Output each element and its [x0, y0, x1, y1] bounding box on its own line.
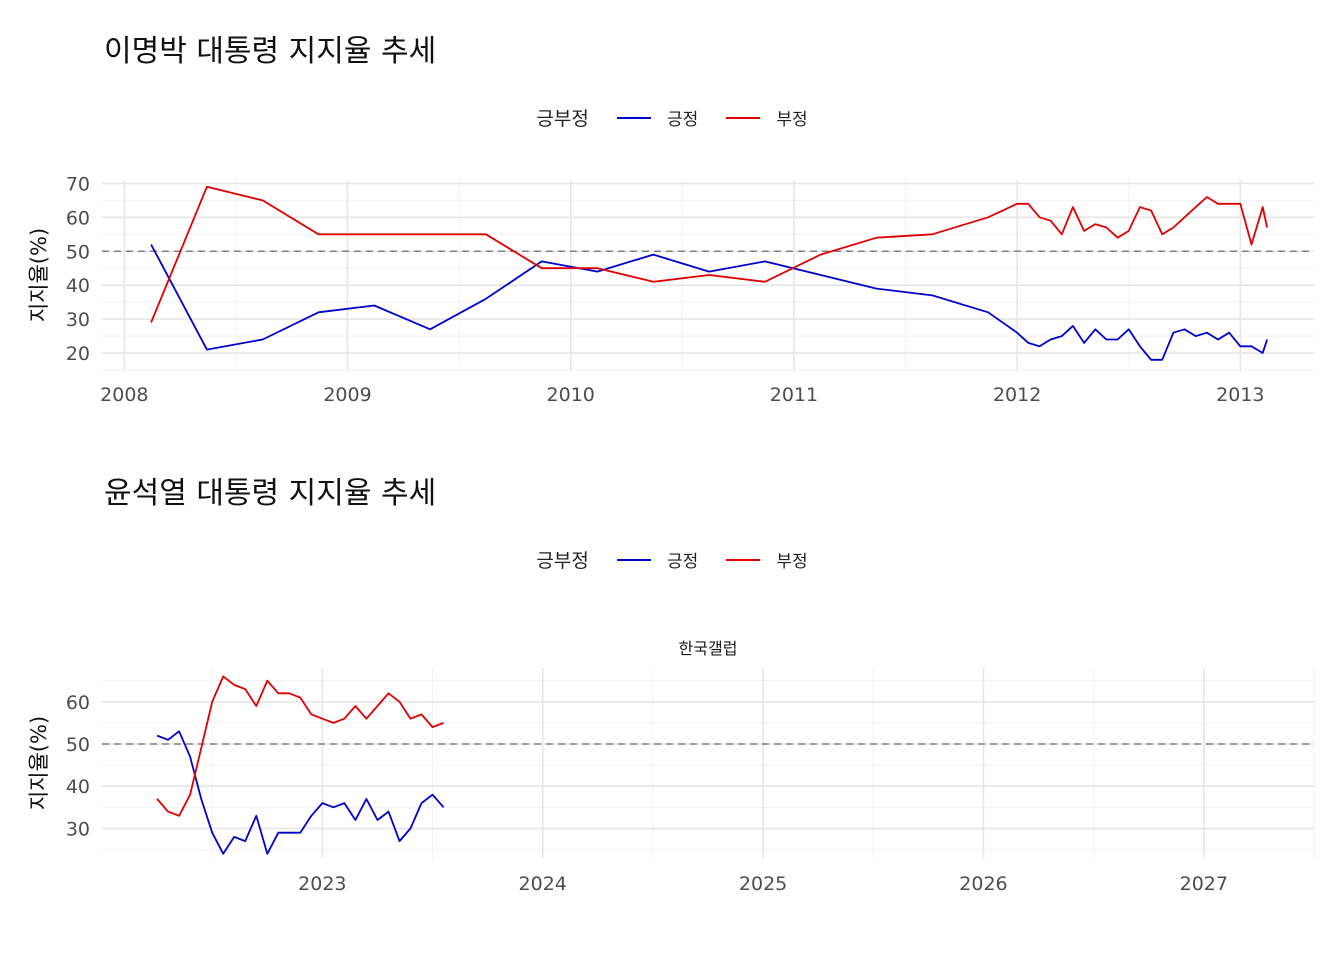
legend-key-positive	[616, 116, 651, 119]
y-tick-label: 20	[66, 343, 90, 365]
chart-panel-2: 2023 2024 2025 2026 2027 30 40 50 60 지지율(%) 한국갤럽	[27, 639, 1315, 895]
y-tick-label: 50	[66, 734, 90, 756]
legend-2: 긍부정 긍정 부정	[0, 546, 1344, 573]
x-tick-label: 2025	[739, 873, 787, 895]
y-tick-label: 70	[66, 173, 90, 195]
series-line-positive	[156, 730, 445, 855]
series-line-negative	[150, 185, 1268, 323]
chart-title-2: 윤석열 대통령 지지율 추세	[104, 476, 437, 511]
series-line-positive	[150, 244, 1268, 361]
x-tick-label: 2027	[1180, 873, 1228, 895]
series-line-negative	[156, 675, 444, 817]
x-tick-label: 2026	[959, 873, 1007, 895]
legend-label-positive: 긍정	[666, 110, 699, 130]
facet-label: 한국갤럽	[679, 639, 738, 658]
legend-label-negative: 부정	[776, 552, 808, 572]
x-tick-label: 2008	[100, 384, 148, 406]
legend-label-positive: 긍정	[666, 552, 699, 572]
y-tick-label: 30	[66, 309, 90, 331]
x-tick-label: 2023	[298, 873, 346, 895]
y-axis-label: 지지율(%)	[27, 716, 51, 810]
legend-key-negative	[726, 558, 761, 561]
x-tick-label: 2013	[1216, 384, 1264, 406]
legend-title: 긍부정	[536, 108, 589, 130]
legend-title: 긍부정	[536, 550, 589, 572]
legend-key-positive	[616, 558, 651, 561]
y-tick-label: 60	[66, 207, 90, 229]
legend-1: 긍부정 긍정 부정	[0, 104, 1344, 131]
x-tick-label: 2024	[519, 873, 567, 895]
y-tick-label: 50	[66, 241, 90, 263]
y-tick-label: 40	[66, 275, 90, 297]
legend-label-negative: 부정	[776, 110, 808, 130]
chart-panel-1: 2008 2009 2010 2011 2012 2013 20 30 40 50 60 70 지지율(…	[27, 173, 1314, 406]
x-tick-label: 2012	[993, 384, 1041, 406]
chart-title-1: 이명박 대통령 지지율 추세	[104, 34, 437, 69]
x-tick-label: 2011	[770, 384, 818, 406]
y-tick-label: 60	[66, 692, 90, 714]
x-tick-label: 2010	[547, 384, 595, 406]
legend-key-negative	[726, 116, 761, 119]
y-tick-label: 30	[66, 818, 90, 840]
y-tick-label: 40	[66, 776, 90, 798]
y-axis-label: 지지율(%)	[27, 228, 51, 322]
x-tick-label: 2009	[323, 384, 371, 406]
